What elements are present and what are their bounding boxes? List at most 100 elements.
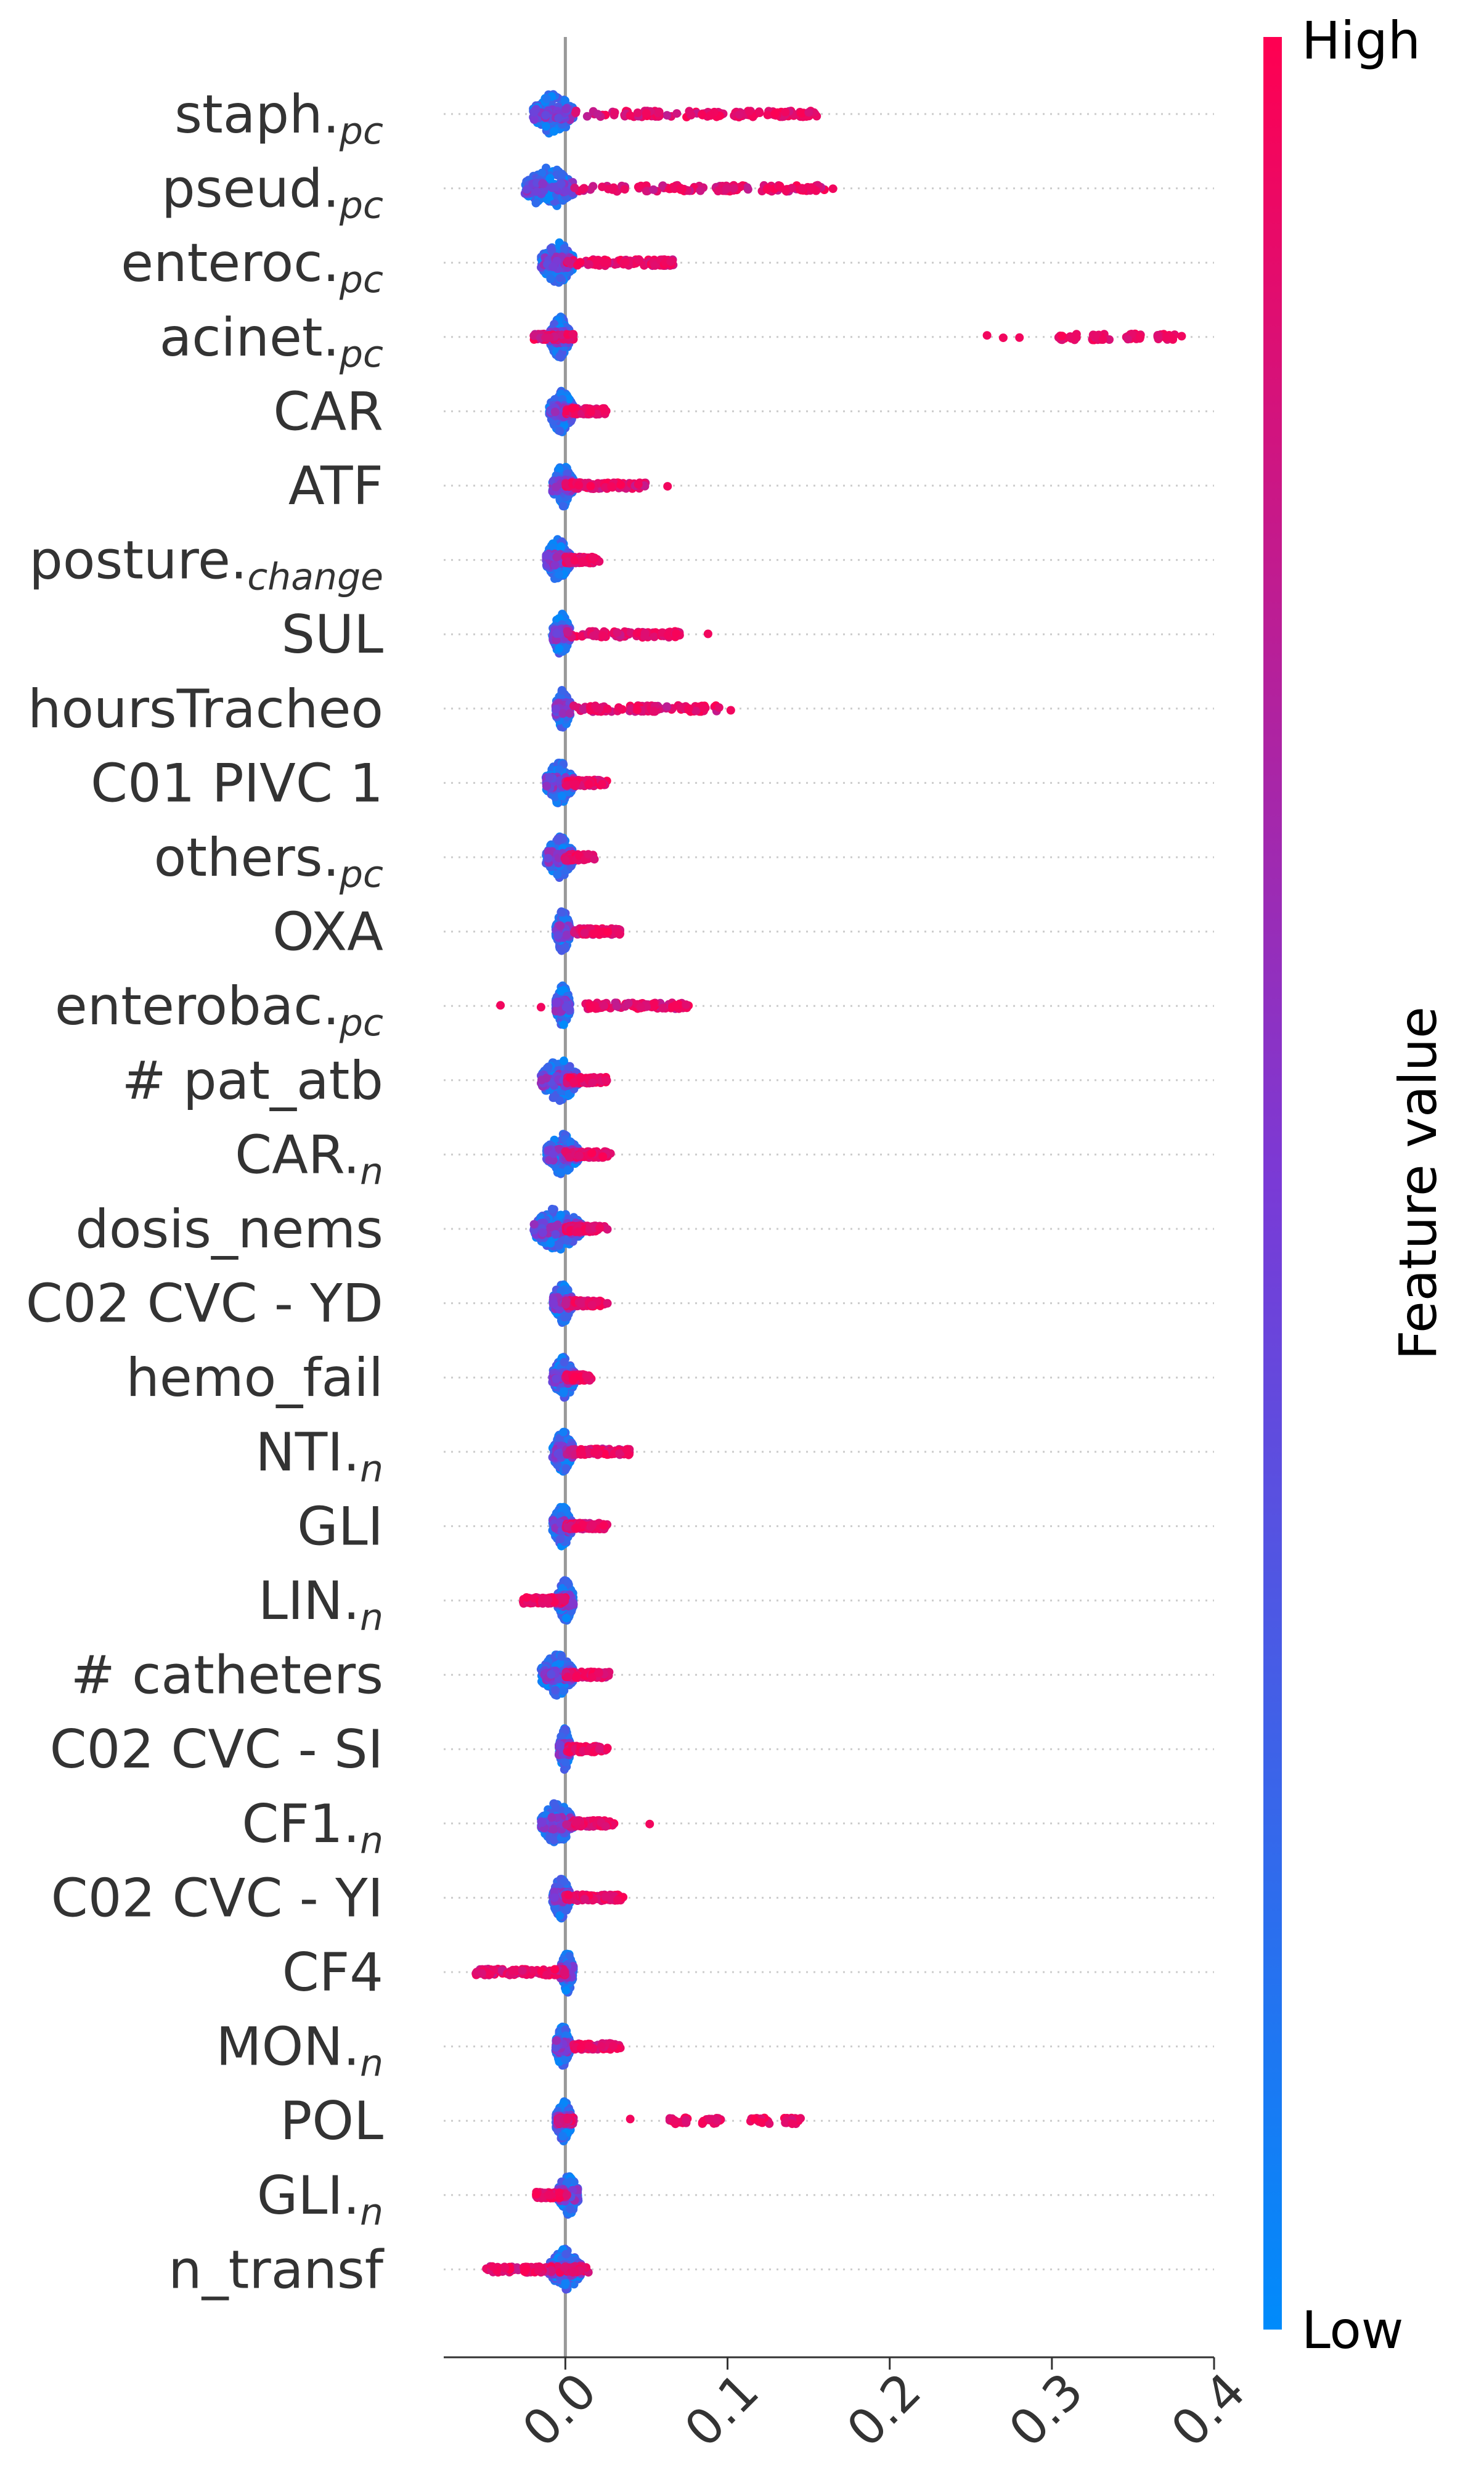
shap-point xyxy=(571,780,580,789)
shap-point xyxy=(584,260,593,269)
shap-point xyxy=(537,168,547,177)
shap-point xyxy=(633,108,642,117)
shap-point xyxy=(539,179,548,189)
shap-point xyxy=(556,908,566,917)
shap-point xyxy=(649,706,658,716)
shap-point xyxy=(562,931,571,939)
shap-point xyxy=(548,263,558,271)
shap-point xyxy=(687,110,696,120)
shap-point xyxy=(658,181,667,190)
shap-point xyxy=(804,108,813,117)
shap-point xyxy=(592,256,601,265)
shap-point xyxy=(1072,330,1081,339)
shap-point xyxy=(807,183,816,192)
shap-point xyxy=(571,107,581,115)
shap-point xyxy=(616,480,626,489)
shap-point xyxy=(531,198,540,208)
shap-point xyxy=(557,686,566,695)
shap-point xyxy=(676,184,685,193)
shap-point xyxy=(496,1001,505,1010)
shap-point xyxy=(545,333,554,343)
shap-point xyxy=(529,115,539,124)
shap-point xyxy=(1177,332,1186,341)
shap-point xyxy=(662,111,672,120)
shap-point xyxy=(554,113,563,123)
shap-point xyxy=(542,781,551,791)
shap-point xyxy=(544,1062,553,1072)
shap-point xyxy=(558,169,566,179)
shap-point xyxy=(537,1075,546,1085)
shap-point xyxy=(684,704,693,713)
shap-point xyxy=(529,1220,539,1229)
shap-point xyxy=(555,644,564,653)
shap-point xyxy=(650,261,659,270)
shap-point xyxy=(586,481,595,491)
shap-point xyxy=(552,552,561,561)
shap-point xyxy=(798,184,807,194)
shap-point xyxy=(584,850,593,859)
shap-point xyxy=(588,1078,597,1087)
shap-point xyxy=(600,1001,609,1010)
shap-point xyxy=(552,998,561,1008)
shap-point xyxy=(714,703,724,712)
shap-point xyxy=(542,94,551,104)
shap-point xyxy=(662,702,672,711)
shap-point xyxy=(552,629,561,638)
shap-point xyxy=(598,780,607,789)
shap-point xyxy=(613,628,622,637)
shap-point xyxy=(586,407,595,417)
shap-point xyxy=(729,184,738,193)
shap-point xyxy=(561,105,571,114)
shap-point xyxy=(615,930,624,939)
shap-point xyxy=(589,929,598,939)
shap-point xyxy=(671,1001,680,1010)
shap-point xyxy=(589,631,598,640)
shap-point xyxy=(553,870,562,879)
shap-point xyxy=(608,185,617,194)
shap-point xyxy=(556,542,566,551)
shap-point xyxy=(620,185,629,194)
shap-point xyxy=(982,331,992,340)
shap-point xyxy=(555,352,565,361)
shap-point xyxy=(561,855,570,865)
shap-point xyxy=(642,109,651,118)
shap-point xyxy=(755,108,764,117)
shap-point xyxy=(522,185,531,194)
shap-point xyxy=(553,1220,562,1229)
shap-point xyxy=(579,184,589,193)
shap-point xyxy=(548,1093,558,1103)
shap-point xyxy=(1161,333,1170,343)
shap-point xyxy=(559,1020,568,1029)
shap-point xyxy=(576,258,585,267)
shap-point xyxy=(775,181,785,190)
shap-point xyxy=(663,482,672,491)
shap-point xyxy=(1015,333,1024,342)
shap-point xyxy=(781,186,791,195)
shap-point xyxy=(743,183,752,192)
shap-point xyxy=(563,627,572,636)
shap-point xyxy=(998,333,1008,343)
shap-point xyxy=(550,561,560,570)
shap-point xyxy=(552,483,560,492)
shap-point xyxy=(560,243,569,253)
shap-point xyxy=(632,705,642,714)
shap-point xyxy=(636,1003,645,1012)
shap-point xyxy=(598,631,607,640)
shap-point xyxy=(577,557,587,566)
shap-point xyxy=(545,773,554,782)
shap-point xyxy=(666,257,675,266)
shap-point xyxy=(555,426,565,436)
shap-point xyxy=(828,184,838,194)
shap-point xyxy=(563,256,573,266)
shap-point xyxy=(565,709,574,718)
shap-point xyxy=(626,111,635,120)
shap-point xyxy=(624,998,633,1008)
shap-point xyxy=(603,928,613,937)
shap-point xyxy=(556,179,566,189)
shap-point xyxy=(703,629,712,638)
shap-point xyxy=(672,109,682,118)
shap-point xyxy=(561,1003,571,1012)
shap-point xyxy=(529,107,539,116)
shap-point xyxy=(547,1204,556,1213)
shap-point xyxy=(582,112,592,121)
